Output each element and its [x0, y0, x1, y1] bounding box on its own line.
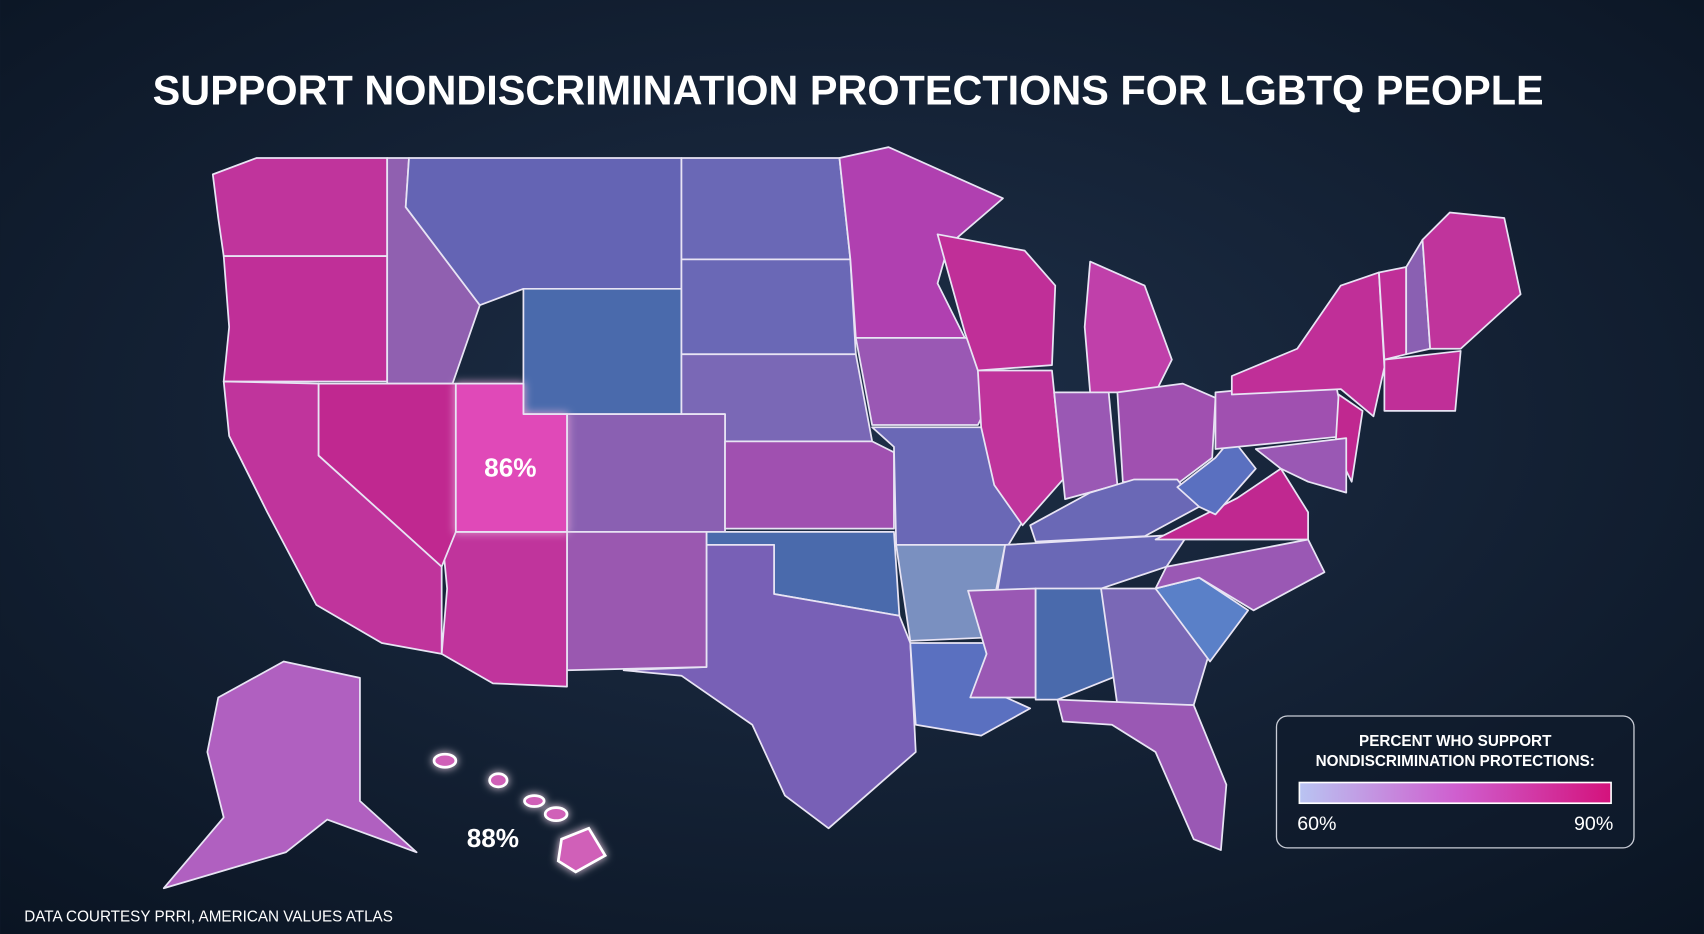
legend-min: 60% — [1297, 813, 1336, 835]
state — [724, 440, 895, 530]
state — [936, 233, 1057, 372]
island — [543, 806, 569, 823]
state — [1176, 437, 1257, 516]
source: DATA COURTESY PRRI, AMERICAN VALUES ATLA… — [24, 909, 393, 926]
map-label: 86% — [484, 453, 536, 483]
states — [162, 146, 1522, 890]
state — [1378, 266, 1408, 361]
legend-title: NONDISCRIMINATION PROTECTIONS: — [1316, 753, 1595, 770]
state — [566, 413, 726, 533]
state — [222, 380, 443, 655]
state — [680, 157, 852, 261]
state — [1254, 437, 1348, 494]
state — [162, 660, 418, 890]
state — [1100, 587, 1211, 707]
state — [680, 258, 857, 356]
island — [488, 772, 509, 789]
island — [556, 826, 608, 874]
state — [440, 530, 568, 688]
state — [1383, 350, 1462, 412]
legend-scale — [1298, 781, 1612, 805]
state — [1053, 391, 1119, 501]
island — [432, 752, 458, 769]
island — [523, 794, 546, 808]
state — [1421, 211, 1522, 350]
state — [838, 146, 1004, 339]
state — [622, 544, 917, 830]
state — [211, 157, 389, 257]
state — [522, 287, 683, 416]
legend-title: PERCENT WHO SUPPORT — [1359, 733, 1552, 750]
state — [967, 587, 1037, 699]
state — [1056, 698, 1228, 851]
state — [1116, 382, 1217, 492]
state — [566, 530, 708, 672]
state — [1034, 587, 1119, 701]
state-highlight — [454, 382, 568, 533]
map-label: 88% — [467, 823, 519, 853]
hawaii — [432, 752, 608, 874]
legend-max: 90% — [1574, 813, 1613, 835]
title: SUPPORT NONDISCRIMINATION PROTECTIONS FO… — [153, 68, 1544, 114]
state — [996, 533, 1190, 592]
legend: PERCENT WHO SUPPORT NONDISCRIMINATION PR… — [1275, 715, 1635, 849]
state — [977, 369, 1064, 527]
state — [222, 255, 389, 383]
